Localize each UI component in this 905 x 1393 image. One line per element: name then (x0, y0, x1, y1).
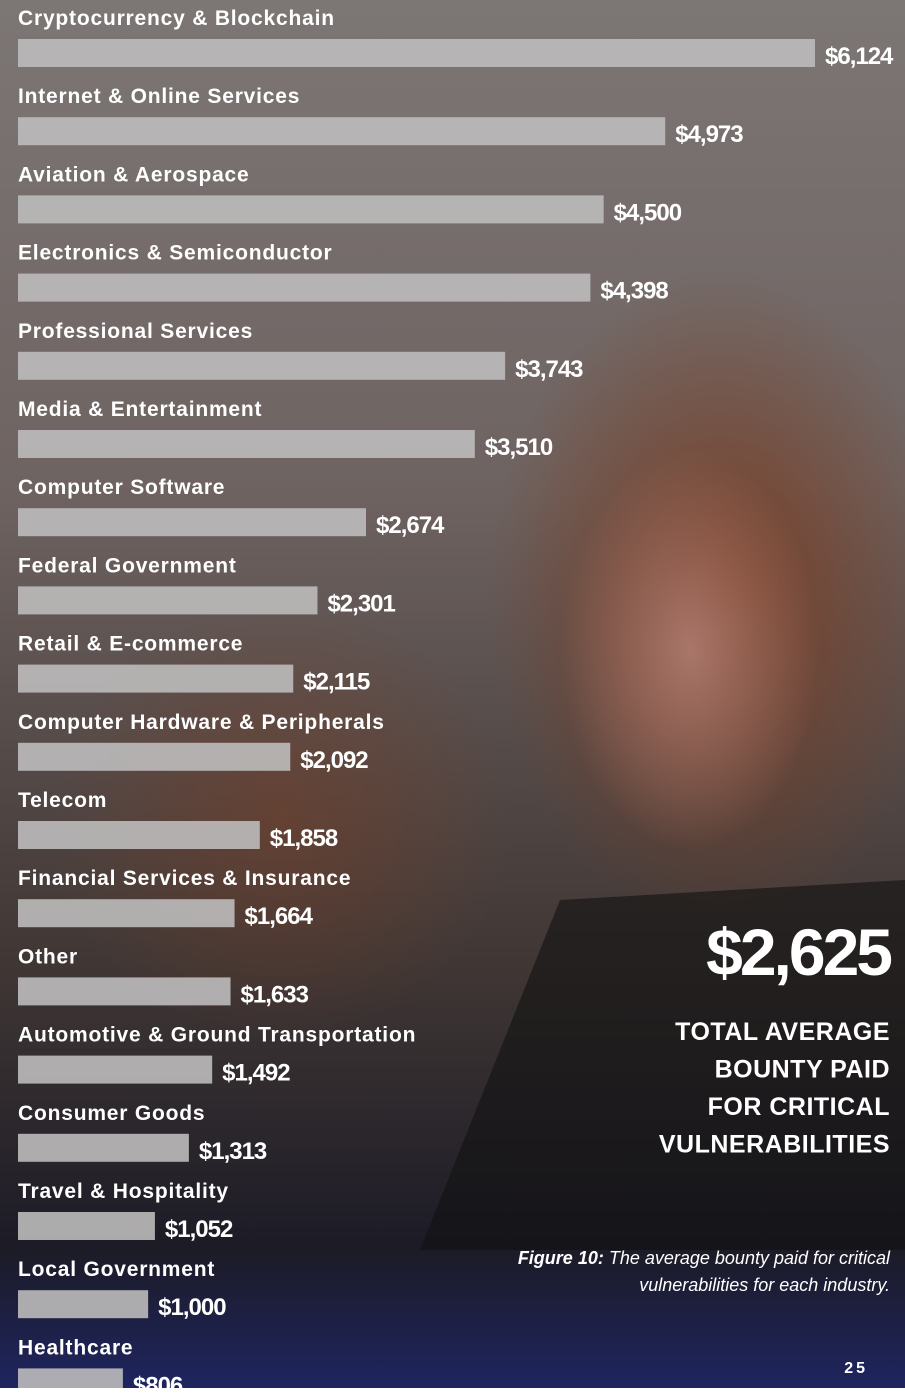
value-label: $2,301 (327, 590, 395, 617)
caption-text: The average bounty paid for critical (609, 1248, 891, 1268)
value-label: $6,124 (825, 43, 894, 70)
category-label: Automotive & Ground Transportation (18, 1024, 416, 1047)
bar (18, 977, 231, 1006)
value-label: $2,115 (303, 669, 370, 696)
bar (18, 586, 318, 615)
value-label: $806 (133, 1372, 183, 1388)
category-label: Media & Entertainment (18, 398, 262, 421)
category-label: Local Government (18, 1258, 215, 1281)
bar (18, 1055, 213, 1084)
photo-shoulder (420, 880, 905, 1250)
stat: $2,625 (706, 915, 891, 989)
category-label: Telecom (18, 789, 107, 812)
bar (18, 195, 604, 224)
value-label: $4,973 (675, 121, 743, 148)
value-label: $1,492 (222, 1060, 290, 1087)
category-label: Computer Hardware & Peripherals (18, 711, 385, 734)
stat-text: VULNERABILITIES (659, 1131, 890, 1159)
caption-label: Figure 10: (518, 1248, 604, 1268)
category-label: Internet & Online Services (18, 85, 300, 108)
bar (18, 117, 666, 146)
stat-text: FOR CRITICAL (708, 1093, 890, 1121)
bar (18, 1290, 149, 1319)
category-label: Electronics & Semiconductor (18, 242, 333, 265)
category-label: Retail & E-commerce (18, 633, 243, 656)
category-label: Healthcare (18, 1336, 133, 1359)
value-label: $1,000 (158, 1294, 226, 1321)
value-label: $4,500 (614, 199, 682, 226)
caption: Figure 10: The average bounty paid for cr… (518, 1248, 891, 1268)
category-label: Aviation & Aerospace (18, 163, 250, 186)
value-label: $4,398 (600, 278, 668, 305)
category-label: Federal Government (18, 554, 237, 577)
bar (18, 351, 506, 380)
value-label: $1,052 (165, 1216, 233, 1243)
value-label: $3,743 (515, 356, 583, 383)
value-label: $3,510 (485, 434, 553, 461)
value-label: $2,092 (300, 747, 368, 774)
bar (18, 1368, 123, 1393)
category-label: Travel & Hospitality (18, 1180, 229, 1203)
caption-text: vulnerabilities for each industry. (639, 1275, 890, 1295)
category-label: Computer Software (18, 476, 225, 499)
bar (18, 1133, 189, 1162)
stat-text: BOUNTY PAID (715, 1056, 890, 1084)
photo-blur (50, 600, 510, 1040)
value-label: $1,858 (270, 825, 338, 852)
bar (18, 742, 291, 771)
category-label: Professional Services (18, 320, 253, 343)
bar (18, 899, 235, 928)
value-label: $1,633 (241, 981, 309, 1008)
category-label: Consumer Goods (18, 1102, 205, 1125)
value-label: $1,664 (245, 903, 314, 930)
photo-face (560, 450, 820, 850)
category-label: Cryptocurrency & Blockchain (18, 7, 335, 30)
value-label: $2,674 (376, 512, 445, 539)
page-number: 25 (844, 1360, 868, 1377)
bar (18, 1212, 155, 1240)
category-label: Financial Services & Insurance (18, 867, 351, 890)
stat-text: TOTAL AVERAGE (675, 1018, 890, 1046)
bar (18, 39, 815, 67)
bar (18, 273, 591, 302)
bar (18, 508, 367, 537)
bar (18, 664, 294, 693)
bar (18, 430, 475, 458)
value-label: $1,313 (199, 1138, 267, 1165)
bar (18, 821, 260, 849)
category-label: Other (18, 945, 78, 968)
